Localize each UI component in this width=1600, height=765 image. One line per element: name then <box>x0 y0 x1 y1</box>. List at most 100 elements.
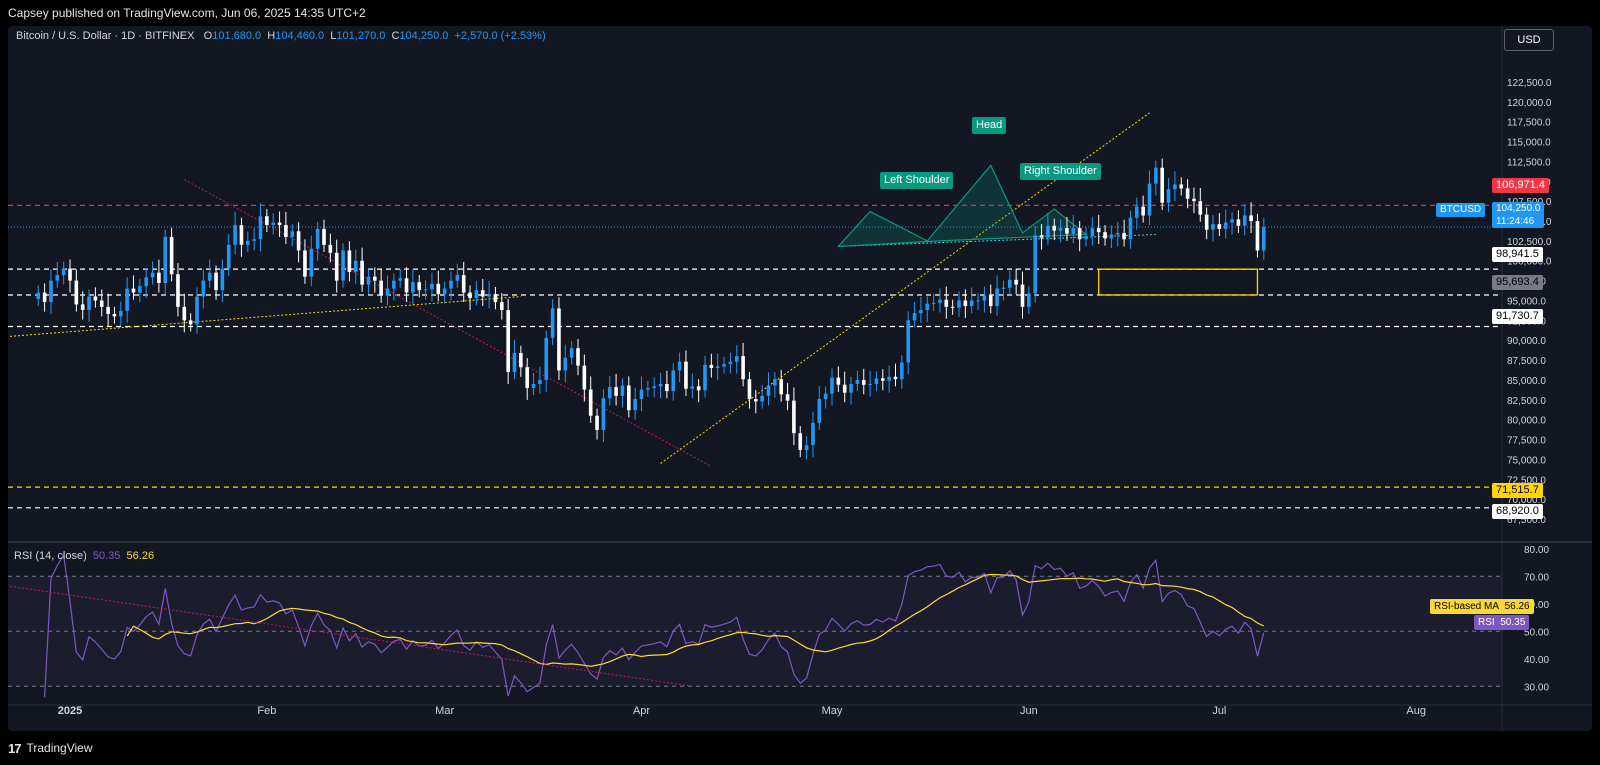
candle-body <box>150 272 155 278</box>
candle-body <box>1071 228 1076 234</box>
candle-body <box>461 275 466 293</box>
price-tick-label: 122,500.0 <box>1507 78 1552 89</box>
time-tick-label: 2025 <box>58 705 82 717</box>
candle-body <box>106 306 110 314</box>
candle-body <box>138 286 142 293</box>
candle-body <box>1052 225 1057 231</box>
candle-body <box>423 289 428 291</box>
footer-brand: TradingView <box>26 741 93 755</box>
candle-body <box>163 236 168 283</box>
candle-body <box>188 320 193 325</box>
currency-button[interactable]: USD <box>1504 29 1554 51</box>
rsi-tick-label: 30.00 <box>1524 682 1549 693</box>
pattern-layer <box>836 164 1088 248</box>
candle-body <box>1166 189 1171 203</box>
candle-body <box>588 389 593 416</box>
candle-body <box>1020 284 1025 307</box>
candle-body <box>157 272 161 283</box>
candle-body <box>80 304 85 311</box>
label-head: Head <box>972 117 1007 134</box>
candle-body <box>1198 201 1203 215</box>
candle-body <box>658 383 663 387</box>
candle-body <box>341 250 345 281</box>
candle-body <box>811 422 815 446</box>
candle-body <box>74 280 79 305</box>
candle-body <box>430 283 434 290</box>
candle-body <box>665 383 669 392</box>
chart-frame[interactable]: 122,500.0 120,000.0 117,500.0 115,000.0 112,… <box>8 26 1592 731</box>
candle-body <box>747 379 752 400</box>
candle-body <box>1160 167 1164 203</box>
candle-body <box>1141 206 1145 216</box>
candle-body <box>550 308 555 338</box>
price-tick-label: 80,000.0 <box>1507 416 1546 427</box>
candle-body <box>963 300 968 307</box>
rsi-tick-label: 80.00 <box>1524 545 1549 556</box>
rsi-tag-value: 50.35 <box>1500 617 1526 628</box>
candle-body <box>1096 228 1101 233</box>
candle-body <box>284 224 288 237</box>
candle-body <box>836 377 841 385</box>
candle-body <box>563 357 568 371</box>
candle-body <box>646 387 650 390</box>
candle-body <box>36 292 41 299</box>
candle-body <box>176 274 180 307</box>
candle-body <box>874 378 879 384</box>
candle-body <box>779 379 783 395</box>
change-value: +2,570.0 (+2.53%) <box>454 30 546 42</box>
tag-level-68920: 68,920.0 <box>1492 504 1543 519</box>
candle-body <box>614 387 618 396</box>
candle-body <box>1236 219 1241 226</box>
price-tick-label: 75,000.0 <box>1507 455 1546 466</box>
candle-body <box>1084 236 1088 240</box>
rsi-ma-tag-value: 56.26 <box>1504 601 1530 612</box>
rsi-tick-label: 70.00 <box>1524 572 1549 583</box>
candle-body <box>385 288 390 296</box>
candle-body <box>1090 228 1095 237</box>
candle-body <box>1135 206 1139 218</box>
candle-body <box>715 366 720 369</box>
open-label: O <box>203 30 213 42</box>
candle-body <box>1147 183 1152 216</box>
trendline-neckline <box>838 234 1156 247</box>
candle-body <box>246 240 250 245</box>
candle-body <box>569 348 574 358</box>
rsi-line <box>44 553 1265 698</box>
label-right-shoulder: Right Shoulder <box>1020 163 1101 180</box>
candle-body <box>1173 184 1177 190</box>
candle-body <box>887 376 891 381</box>
price-tick-label: 112,500.0 <box>1507 157 1551 168</box>
candle-body <box>931 302 936 304</box>
candle-body <box>830 377 834 394</box>
candle-body <box>988 295 993 307</box>
candle-body <box>703 364 707 391</box>
time-tick-label: Feb <box>257 705 276 717</box>
close-value: 104,250.0 <box>399 30 449 42</box>
price-tick-label: 100,000.0 <box>1507 257 1552 268</box>
candle-body <box>823 393 828 400</box>
price-tick-label: 90,000.0 <box>1507 336 1546 347</box>
rsi-tag-label: RSI <box>1478 617 1495 628</box>
zone-layer <box>1098 268 1259 296</box>
candle-body <box>677 361 682 371</box>
candle-body <box>785 394 790 401</box>
candle-body <box>493 294 498 303</box>
candle-body <box>957 300 961 308</box>
candle-body <box>373 276 377 281</box>
tag-current-symbol: BTCUSD <box>1436 203 1486 217</box>
candle-body <box>607 387 612 399</box>
candle-body <box>1204 214 1209 230</box>
time-tick-label: Apr <box>633 705 650 717</box>
candle-body <box>144 277 148 287</box>
candle-body <box>627 385 631 411</box>
candle-body <box>893 376 898 380</box>
rsi-legend: RSI (14, close) 50.35 56.26 <box>14 550 154 562</box>
candle-body <box>233 224 237 245</box>
candle-body <box>1217 224 1222 229</box>
candle-body <box>271 222 275 225</box>
chart-svg[interactable]: 122,500.0 120,000.0 117,500.0 115,000.0 112,… <box>8 26 1592 731</box>
candle-body <box>366 276 371 285</box>
candle-body <box>544 337 549 380</box>
head-shoulders-shape <box>836 164 1088 248</box>
candle-body <box>760 395 764 402</box>
